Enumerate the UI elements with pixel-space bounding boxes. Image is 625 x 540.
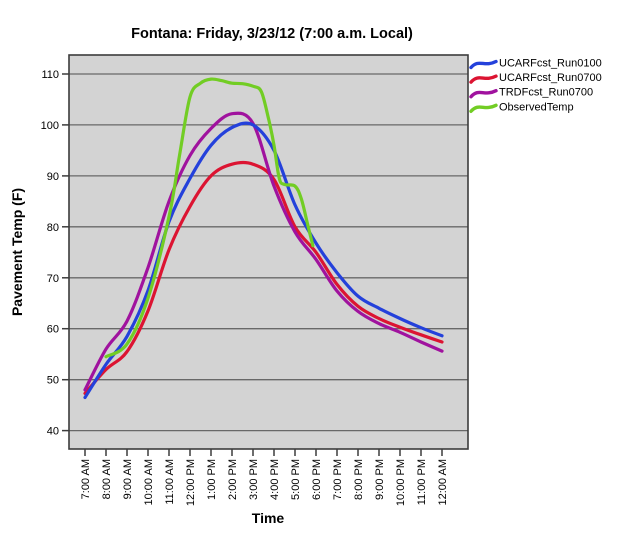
legend-marker — [469, 74, 498, 84]
x-axis-title: Time — [252, 510, 285, 526]
plot-border — [68, 54, 469, 450]
x-tick-label: 10:00 PM — [395, 459, 407, 506]
legend-marker — [469, 59, 498, 70]
legend: UCARFcst_Run0100 UCARFcst_Run0700 TRDFcst_… — [469, 58, 602, 113]
x-tick-label: 8:00 PM — [353, 459, 365, 500]
y-tick-label: 60 — [47, 324, 59, 336]
x-tick-label: 7:00 AM — [80, 459, 92, 499]
x-tick-label: 2:00 PM — [227, 459, 239, 500]
x-tick-label: 9:00 AM — [122, 459, 134, 499]
y-tick-label: 110 — [41, 69, 59, 81]
legend-item-ucarfcst-run0700: UCARFcst_Run0700 — [469, 72, 602, 84]
legend-item-trdfcst-run0700: TRDFcst_Run0700 — [469, 87, 593, 99]
y-tick-label: 50 — [47, 375, 59, 387]
y-axis: 110 100 90 80 70 60 50 40 — [41, 69, 69, 438]
legend-item-ucarfcst-run0100: UCARFcst_Run0100 — [469, 58, 602, 70]
x-tick-label: 7:00 PM — [332, 459, 344, 500]
legend-item-observedtemp: ObservedTemp — [469, 101, 574, 113]
x-tick-label: 6:00 PM — [311, 459, 323, 500]
y-tick-label: 80 — [47, 222, 59, 234]
y-tick-label: 100 — [41, 120, 59, 132]
series-line-ucarfcst-run0700 — [83, 160, 444, 395]
x-tick-label: 1:00 PM — [206, 459, 218, 500]
legend-marker — [469, 89, 498, 99]
x-tick-label: 11:00 PM — [416, 459, 428, 505]
legend-label: UCARFcst_Run0100 — [499, 58, 602, 70]
x-tick-label: 10:00 AM — [143, 459, 155, 505]
legend-label: UCARFcst_Run0700 — [499, 72, 602, 84]
x-tick-label: 9:00 PM — [374, 459, 386, 500]
x-tick-label: 12:00 PM — [185, 459, 197, 506]
plot-border-rect — [68, 54, 469, 450]
x-axis: 7:00 AM 8:00 AM 9:00 AM 10:00 AM 11:00 AM 12:… — [80, 449, 449, 506]
series-line-observedtemp — [104, 77, 315, 359]
x-tick-label: 5:00 PM — [290, 459, 302, 500]
x-tick-label: 8:00 AM — [101, 459, 113, 499]
x-tick-label: 4:00 PM — [269, 459, 281, 500]
legend-label: TRDFcst_Run0700 — [499, 87, 593, 99]
legend-label: ObservedTemp — [499, 101, 574, 113]
x-tick-label: 11:00 AM — [164, 459, 176, 505]
legend-marker — [469, 103, 498, 113]
series-line-ucarfcst-run0100 — [83, 121, 444, 400]
y-axis-title: Pavement Temp (F) — [9, 188, 25, 316]
x-tick-label: 12:00 AM — [437, 459, 449, 505]
series-line-trdfcst-run0700 — [83, 111, 444, 392]
y-tick-label: 70 — [47, 273, 59, 285]
series-lines — [83, 77, 444, 400]
x-tick-label: 3:00 PM — [248, 459, 260, 500]
chart-title: Fontana: Friday, 3/23/12 (7:00 a.m. Loca… — [131, 26, 413, 42]
y-tick-label: 40 — [47, 426, 59, 438]
y-tick-label: 90 — [47, 171, 59, 183]
